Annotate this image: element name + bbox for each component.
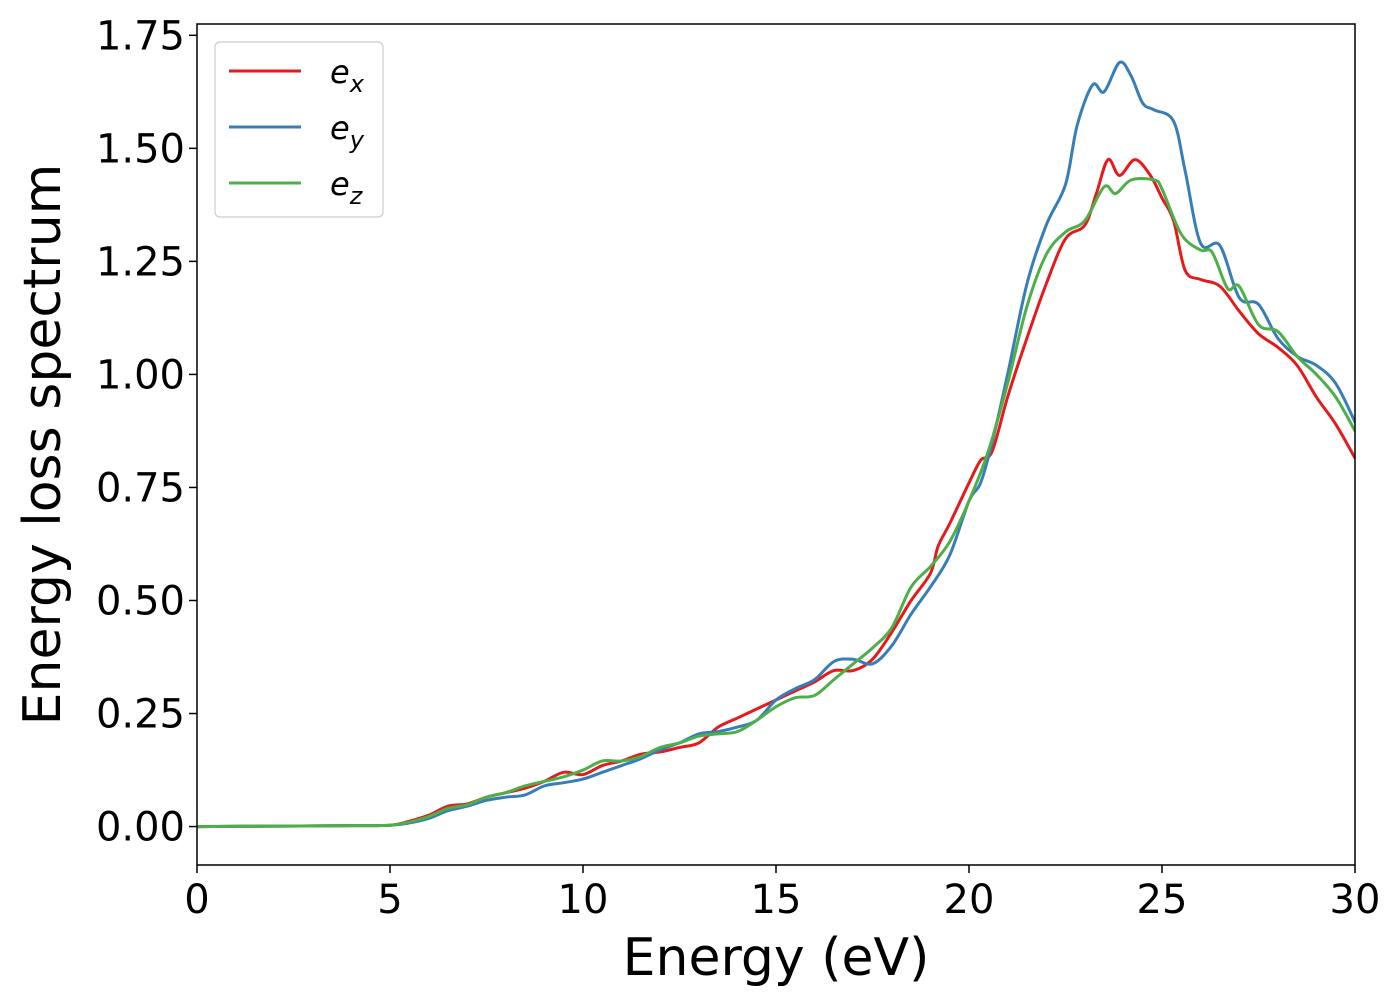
x-tick-label: 30 <box>1330 877 1381 923</box>
legend-box <box>214 41 384 218</box>
series-line-e-z <box>197 177 1355 829</box>
x-tick-label: 10 <box>558 877 609 923</box>
series-layer <box>197 60 1355 829</box>
x-tick-label: 15 <box>751 877 802 923</box>
y-tick-label: 0.75 <box>96 465 185 511</box>
series-line-e-y <box>197 60 1355 829</box>
y-tick-label: 1.50 <box>96 126 185 172</box>
y-tick-label: 1.75 <box>96 13 185 59</box>
x-axis: 0 5 10 15 20 25 30 <box>184 865 1380 923</box>
y-tick-label: 0.50 <box>96 578 185 624</box>
x-tick-label: 0 <box>184 877 209 923</box>
y-axis-label: Energy loss spectrum <box>13 164 73 726</box>
y-tick-label: 0.25 <box>96 692 185 738</box>
y-tick-label: 0.00 <box>96 805 185 851</box>
y-tick-label: 1.00 <box>96 352 185 398</box>
y-axis: 0.00 0.25 0.50 0.75 1.00 1.25 1.50 1.75 <box>96 13 197 851</box>
x-axis-label: Energy (eV) <box>623 928 930 988</box>
y-tick-label: 1.25 <box>96 239 185 285</box>
series-line-e-x <box>197 157 1355 829</box>
x-tick-label: 20 <box>944 877 995 923</box>
x-tick-label: 25 <box>1137 877 1188 923</box>
x-tick-label: 5 <box>377 877 402 923</box>
